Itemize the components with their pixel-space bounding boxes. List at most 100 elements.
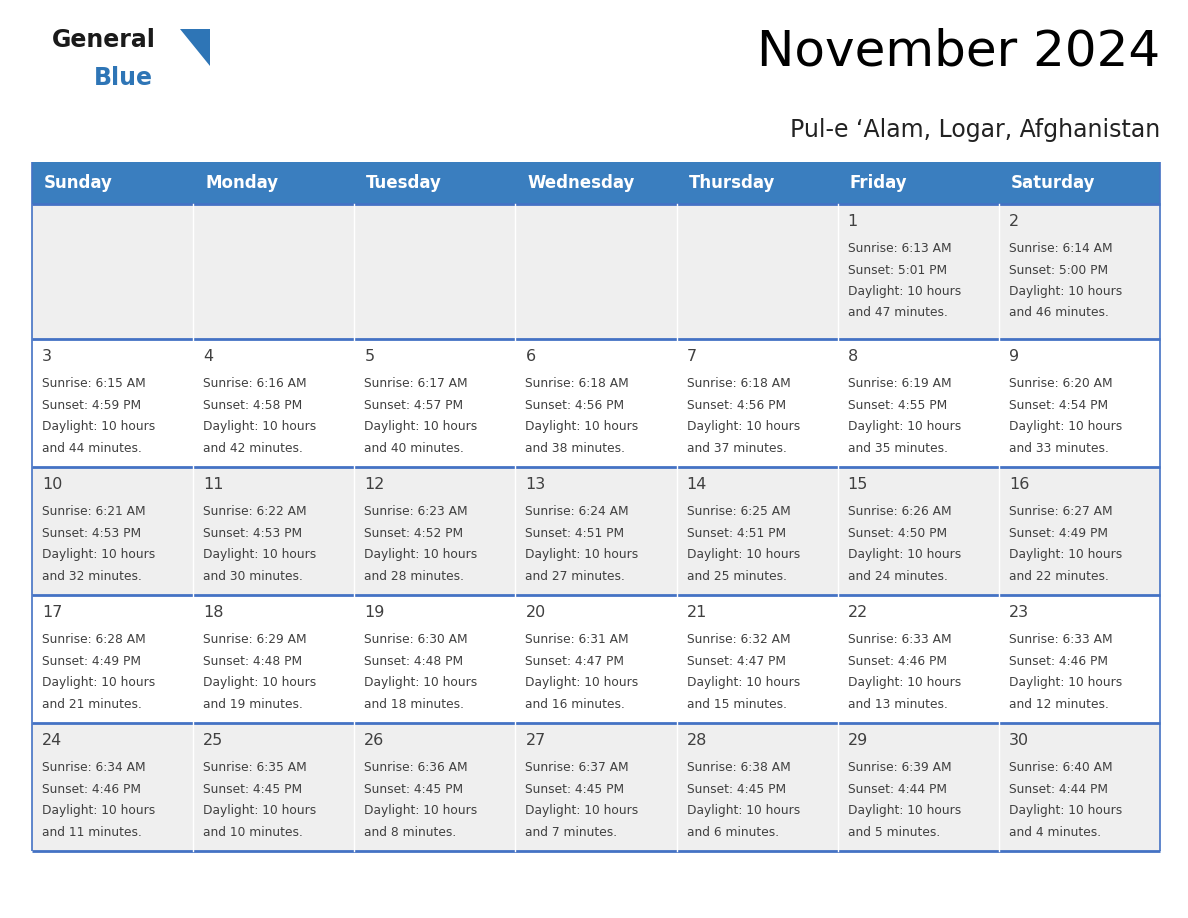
Bar: [999, 204, 1159, 339]
Bar: [999, 162, 1159, 204]
Text: Sunset: 4:55 PM: Sunset: 4:55 PM: [848, 398, 947, 411]
Text: Sunrise: 6:22 AM: Sunrise: 6:22 AM: [203, 505, 307, 518]
Text: and 22 minutes.: and 22 minutes.: [1009, 569, 1108, 583]
Text: Daylight: 10 hours: Daylight: 10 hours: [203, 420, 316, 433]
Text: Daylight: 10 hours: Daylight: 10 hours: [1009, 285, 1123, 298]
Text: Sunrise: 6:16 AM: Sunrise: 6:16 AM: [203, 377, 307, 390]
Text: and 12 minutes.: and 12 minutes.: [1009, 698, 1108, 711]
Text: and 37 minutes.: and 37 minutes.: [687, 442, 786, 454]
Text: Monday: Monday: [206, 174, 278, 192]
Text: Sunset: 4:57 PM: Sunset: 4:57 PM: [365, 398, 463, 411]
Text: Daylight: 10 hours: Daylight: 10 hours: [203, 804, 316, 817]
Text: and 47 minutes.: and 47 minutes.: [848, 307, 948, 319]
Bar: [516, 723, 677, 851]
Text: 14: 14: [687, 477, 707, 492]
Text: 23: 23: [1009, 605, 1029, 620]
Text: Daylight: 10 hours: Daylight: 10 hours: [42, 420, 156, 433]
Bar: [354, 204, 516, 339]
Text: Sunset: 4:56 PM: Sunset: 4:56 PM: [525, 398, 625, 411]
Text: Sunrise: 6:30 AM: Sunrise: 6:30 AM: [365, 633, 468, 646]
Text: and 11 minutes.: and 11 minutes.: [42, 825, 141, 838]
Text: Sunrise: 6:29 AM: Sunrise: 6:29 AM: [203, 633, 307, 646]
Text: Tuesday: Tuesday: [366, 174, 442, 192]
Text: Sunset: 4:44 PM: Sunset: 4:44 PM: [1009, 782, 1108, 796]
Bar: [354, 595, 516, 723]
Bar: [677, 204, 838, 339]
Text: Sunrise: 6:35 AM: Sunrise: 6:35 AM: [203, 761, 307, 774]
Text: and 42 minutes.: and 42 minutes.: [203, 442, 303, 454]
Text: General: General: [52, 28, 156, 52]
Text: Daylight: 10 hours: Daylight: 10 hours: [687, 676, 800, 689]
Text: Sunrise: 6:25 AM: Sunrise: 6:25 AM: [687, 505, 790, 518]
Text: Sunset: 4:56 PM: Sunset: 4:56 PM: [687, 398, 785, 411]
Text: Daylight: 10 hours: Daylight: 10 hours: [1009, 676, 1123, 689]
Bar: [194, 467, 354, 595]
Text: Daylight: 10 hours: Daylight: 10 hours: [687, 804, 800, 817]
Text: Daylight: 10 hours: Daylight: 10 hours: [203, 676, 316, 689]
Text: Daylight: 10 hours: Daylight: 10 hours: [1009, 548, 1123, 561]
Text: Daylight: 10 hours: Daylight: 10 hours: [203, 548, 316, 561]
Text: Sunset: 4:45 PM: Sunset: 4:45 PM: [687, 782, 785, 796]
Text: and 44 minutes.: and 44 minutes.: [42, 442, 141, 454]
Text: Sunset: 5:00 PM: Sunset: 5:00 PM: [1009, 263, 1108, 276]
Bar: [838, 467, 999, 595]
Text: Daylight: 10 hours: Daylight: 10 hours: [525, 676, 639, 689]
Text: and 27 minutes.: and 27 minutes.: [525, 569, 625, 583]
Text: Sunrise: 6:21 AM: Sunrise: 6:21 AM: [42, 505, 146, 518]
Text: 16: 16: [1009, 477, 1029, 492]
Text: Daylight: 10 hours: Daylight: 10 hours: [1009, 804, 1123, 817]
Text: and 30 minutes.: and 30 minutes.: [203, 569, 303, 583]
Text: 12: 12: [365, 477, 385, 492]
Text: Sunset: 4:47 PM: Sunset: 4:47 PM: [687, 655, 785, 667]
Bar: [516, 467, 677, 595]
Text: Sunset: 4:45 PM: Sunset: 4:45 PM: [525, 782, 625, 796]
Text: 5: 5: [365, 349, 374, 364]
Text: Sunday: Sunday: [44, 174, 113, 192]
Bar: [677, 467, 838, 595]
Text: 24: 24: [42, 733, 62, 748]
Text: Sunset: 4:46 PM: Sunset: 4:46 PM: [1009, 655, 1108, 667]
Bar: [354, 339, 516, 467]
Text: Sunset: 5:01 PM: Sunset: 5:01 PM: [848, 263, 947, 276]
Text: Sunrise: 6:28 AM: Sunrise: 6:28 AM: [42, 633, 146, 646]
Text: 10: 10: [42, 477, 63, 492]
Text: Daylight: 10 hours: Daylight: 10 hours: [848, 548, 961, 561]
Bar: [194, 339, 354, 467]
Text: Sunset: 4:53 PM: Sunset: 4:53 PM: [203, 527, 302, 540]
Text: Sunrise: 6:14 AM: Sunrise: 6:14 AM: [1009, 242, 1112, 255]
Bar: [677, 723, 838, 851]
Bar: [516, 339, 677, 467]
Bar: [354, 467, 516, 595]
Bar: [516, 204, 677, 339]
Text: and 46 minutes.: and 46 minutes.: [1009, 307, 1108, 319]
Text: Daylight: 10 hours: Daylight: 10 hours: [42, 804, 156, 817]
Text: 8: 8: [848, 349, 858, 364]
Text: and 35 minutes.: and 35 minutes.: [848, 442, 948, 454]
Text: Sunrise: 6:23 AM: Sunrise: 6:23 AM: [365, 505, 468, 518]
Text: Sunset: 4:48 PM: Sunset: 4:48 PM: [365, 655, 463, 667]
Text: Sunrise: 6:32 AM: Sunrise: 6:32 AM: [687, 633, 790, 646]
Bar: [999, 467, 1159, 595]
Bar: [677, 595, 838, 723]
Text: and 15 minutes.: and 15 minutes.: [687, 698, 786, 711]
Bar: [838, 339, 999, 467]
Text: Sunset: 4:46 PM: Sunset: 4:46 PM: [42, 782, 141, 796]
Text: 26: 26: [365, 733, 385, 748]
Text: Daylight: 10 hours: Daylight: 10 hours: [525, 804, 639, 817]
Bar: [999, 723, 1159, 851]
Text: Sunset: 4:47 PM: Sunset: 4:47 PM: [525, 655, 625, 667]
Text: 22: 22: [848, 605, 868, 620]
Text: 21: 21: [687, 605, 707, 620]
Text: and 6 minutes.: and 6 minutes.: [687, 825, 778, 838]
Text: Sunset: 4:46 PM: Sunset: 4:46 PM: [848, 655, 947, 667]
Text: and 21 minutes.: and 21 minutes.: [42, 698, 141, 711]
Text: Daylight: 10 hours: Daylight: 10 hours: [365, 548, 478, 561]
Text: Sunset: 4:49 PM: Sunset: 4:49 PM: [1009, 527, 1108, 540]
Text: 13: 13: [525, 477, 545, 492]
Text: Daylight: 10 hours: Daylight: 10 hours: [42, 548, 156, 561]
Text: Sunrise: 6:38 AM: Sunrise: 6:38 AM: [687, 761, 790, 774]
Bar: [838, 595, 999, 723]
Text: Thursday: Thursday: [689, 174, 775, 192]
Text: and 19 minutes.: and 19 minutes.: [203, 698, 303, 711]
Text: and 8 minutes.: and 8 minutes.: [365, 825, 456, 838]
